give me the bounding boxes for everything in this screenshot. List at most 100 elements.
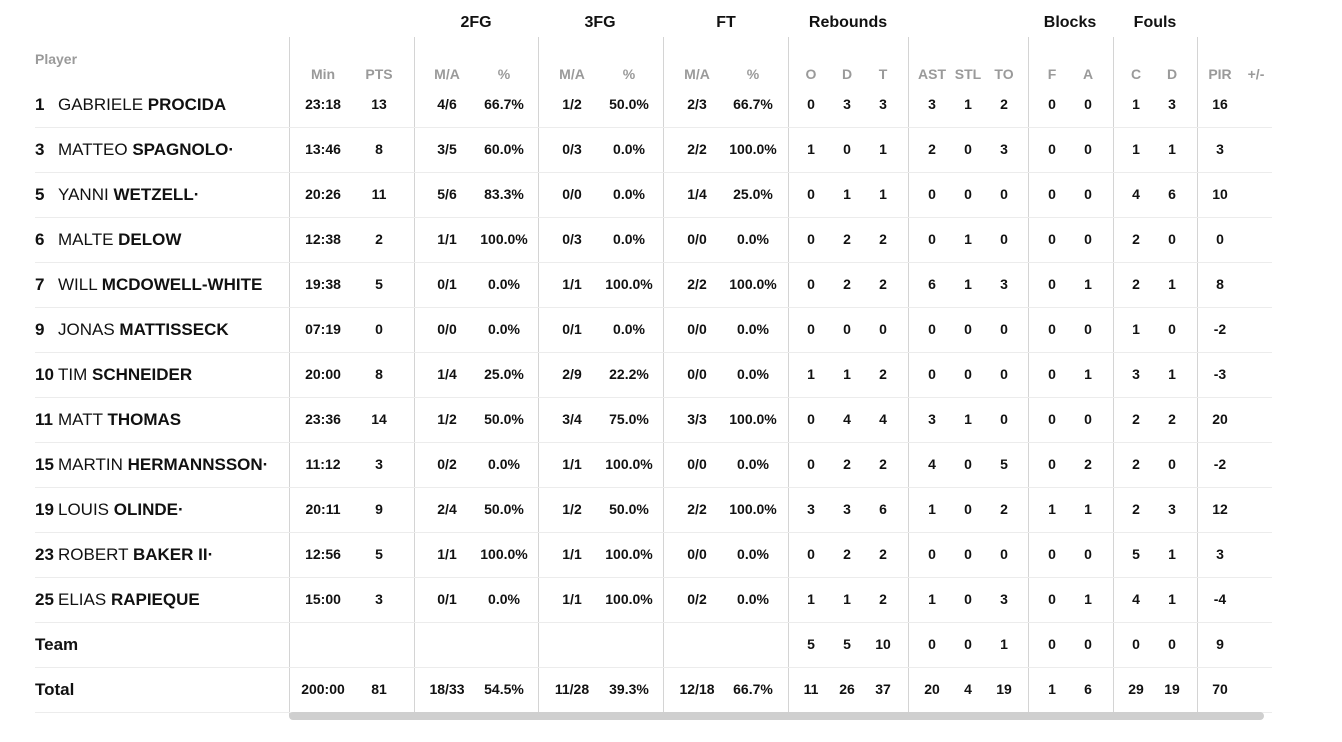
stat-blk_f: 0 (1048, 636, 1056, 652)
column-header-pts[interactable]: PTS (365, 66, 393, 82)
player-name-cell[interactable]: 6 MALTE DELOW (35, 217, 181, 262)
player-row[interactable]: 5 YANNI WETZELL· 20:26 11 5/6 83.3% 0/0 0.0% 1/4… (0, 172, 1342, 217)
stat-stl: 1 (964, 231, 972, 247)
player-name-cell[interactable]: 1 GABRIELE PROCIDA (35, 82, 226, 127)
stat-fg3_ma: 1/2 (562, 96, 582, 112)
player-row[interactable]: 7 WILL MCDOWELL-WHITE 19:38 5 0/1 0.0% 1/1 100.… (0, 262, 1342, 307)
stat-foul_d: 0 (1168, 321, 1176, 337)
player-last-name[interactable]: SPAGNOLO (132, 140, 229, 159)
stat-reb_t: 2 (879, 231, 887, 247)
column-header-reb_o[interactable]: O (805, 66, 817, 82)
stat-to: 0 (1000, 411, 1008, 427)
stat-fg3_pct: 100.0% (605, 276, 653, 292)
player-row[interactable]: 11 MATT THOMAS 23:36 14 1/2 50.0% 3/4 75.0% 3/3 1… (0, 397, 1342, 442)
player-name-cell[interactable]: 15 MARTIN HERMANNSSON· (35, 442, 268, 487)
player-last-name[interactable]: SCHNEIDER (92, 365, 193, 384)
column-header-to[interactable]: TO (994, 66, 1014, 82)
column-header-pm[interactable]: +/- (1247, 66, 1265, 82)
stat-blk_f: 0 (1048, 321, 1056, 337)
player-row[interactable]: 25 ELIAS RAPIEQUE 15:00 3 0/1 0.0% 1/1 100.0% 0/… (0, 577, 1342, 622)
group-header-3fg[interactable]: 3FG (584, 14, 616, 31)
player-last-name[interactable]: HERMANNSSON (127, 455, 263, 474)
stat-fg2_ma: 1/2 (437, 411, 457, 427)
stat-fg3_pct: 0.0% (613, 141, 645, 157)
stat-pir: -3 (1213, 366, 1227, 382)
player-last-name[interactable]: PROCIDA (147, 95, 227, 114)
stat-fg2_pct: 25.0% (484, 366, 524, 382)
stat-blk_f: 0 (1048, 546, 1056, 562)
column-header-fg3_ma[interactable]: M/A (559, 66, 585, 82)
row-divider (35, 397, 1272, 398)
column-header-fg3_pct[interactable]: % (622, 66, 636, 82)
column-header-ft_pct[interactable]: % (746, 66, 760, 82)
player-name-cell[interactable]: 10 TIM SCHNEIDER (35, 352, 192, 397)
stat-fg2_ma: 0/0 (437, 321, 457, 337)
player-name-cell[interactable]: 9 JONAS MATTISSECK (35, 307, 229, 352)
horizontal-scrollbar[interactable] (289, 712, 1264, 720)
player-row[interactable]: 15 MARTIN HERMANNSSON· 11:12 3 0/2 0.0% 1/1 100… (0, 442, 1342, 487)
player-row[interactable]: 10 TIM SCHNEIDER 20:00 8 1/4 25.0% 2/9 22.2% 0/0… (0, 352, 1342, 397)
player-name-cell[interactable]: 7 WILL MCDOWELL-WHITE (35, 262, 262, 307)
player-name-cell[interactable]: 25 ELIAS RAPIEQUE (35, 577, 200, 622)
stat-fg2_pct: 100.0% (480, 231, 528, 247)
player-last-name[interactable]: DELOW (118, 230, 182, 249)
stat-foul_d: 3 (1168, 501, 1176, 517)
stat-reb_d: 0 (843, 141, 851, 157)
player-row[interactable]: 1 GABRIELE PROCIDA 23:18 13 4/6 66.7% 1/2 50.0%… (0, 82, 1342, 127)
stat-blk_f: 0 (1048, 366, 1056, 382)
player-last-name[interactable]: BAKER II (132, 545, 208, 564)
player-last-name[interactable]: WETZELL (113, 185, 194, 204)
column-header-reb_t[interactable]: T (878, 66, 888, 82)
group-header-fouls[interactable]: Fouls (1133, 14, 1177, 31)
stat-foul_d: 1 (1168, 366, 1176, 382)
group-header-ft[interactable]: FT (716, 14, 736, 31)
player-last-name[interactable]: MATTISSECK (119, 320, 229, 339)
player-row[interactable]: 3 MATTEO SPAGNOLO· 13:46 8 3/5 60.0% 0/3 0.0% 2/… (0, 127, 1342, 172)
column-header-reb_d[interactable]: D (841, 66, 853, 82)
stat-min: 19:38 (305, 276, 341, 292)
player-last-name[interactable]: THOMAS (107, 410, 182, 429)
column-header-fg2_pct[interactable]: % (497, 66, 511, 82)
stat-reb_d: 2 (843, 546, 851, 562)
group-header-rebounds[interactable]: Rebounds (808, 14, 888, 31)
column-header-ft_ma[interactable]: M/A (684, 66, 710, 82)
column-header-ast[interactable]: AST (918, 66, 946, 82)
player-row[interactable]: 9 JONAS MATTISSECK 07:19 0 0/0 0.0% 0/1 0.0% 0/0… (0, 307, 1342, 352)
player-name-cell[interactable]: 3 MATTEO SPAGNOLO· (35, 127, 234, 172)
stat-pts: 2 (375, 231, 383, 247)
team-label: Team (35, 635, 79, 654)
player-number: 9 (35, 320, 45, 339)
player-name-cell[interactable]: 19 LOUIS OLINDE· (35, 487, 184, 532)
player-name-cell[interactable]: 11 MATT THOMAS (35, 397, 181, 442)
player-row[interactable]: 19 LOUIS OLINDE· 20:11 9 2/4 50.0% 1/2 50.0% 2/2… (0, 487, 1342, 532)
stat-reb_o: 1 (807, 141, 815, 157)
column-header-foul_d[interactable]: D (1166, 66, 1178, 82)
column-header-pir[interactable]: PIR (1208, 66, 1232, 82)
player-row[interactable]: 23 ROBERT BAKER II· 12:56 5 1/1 100.0% 1/1 100.… (0, 532, 1342, 577)
player-name-cell[interactable]: 23 ROBERT BAKER II· (35, 532, 213, 577)
stat-ast: 0 (928, 186, 936, 202)
player-row[interactable]: 6 MALTE DELOW 12:38 2 1/1 100.0% 0/3 0.0% 0/0 0.0… (0, 217, 1342, 262)
group-header-blocks[interactable]: Blocks (1043, 14, 1097, 31)
column-header-stl[interactable]: STL (954, 66, 982, 82)
column-header-blk_a[interactable]: A (1082, 66, 1094, 82)
stat-fg2_ma: 1/1 (437, 546, 457, 562)
player-number: 1 (35, 95, 45, 114)
column-header-fg2_ma[interactable]: M/A (434, 66, 460, 82)
column-header-min[interactable]: Min (310, 66, 336, 82)
player-first-name: LOUIS (58, 500, 110, 519)
column-header-foul_c[interactable]: C (1130, 66, 1142, 82)
stat-to: 0 (1000, 546, 1008, 562)
stat-reb_d: 2 (843, 276, 851, 292)
stat-fg2_pct: 60.0% (484, 141, 524, 157)
player-name-cell[interactable]: 5 YANNI WETZELL· (35, 172, 199, 217)
player-last-name[interactable]: OLINDE (113, 500, 178, 519)
stat-foul_c: 2 (1132, 276, 1140, 292)
group-header-2fg[interactable]: 2FG (460, 14, 492, 31)
column-header-blk_f[interactable]: F (1047, 66, 1057, 82)
player-last-name[interactable]: RAPIEQUE (110, 590, 200, 609)
stat-stl: 0 (964, 636, 972, 652)
player-last-name[interactable]: MCDOWELL-WHITE (101, 275, 263, 294)
stat-to: 0 (1000, 231, 1008, 247)
